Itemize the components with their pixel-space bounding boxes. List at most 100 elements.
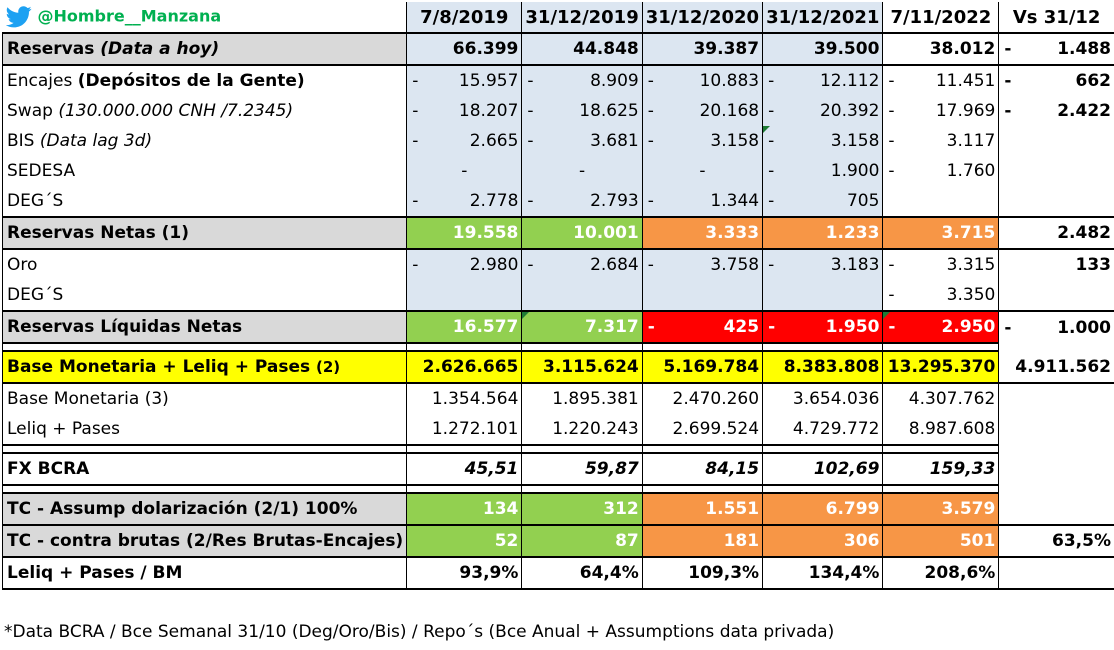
vs-cell [998,414,1114,445]
value-cell: 6.799 [762,493,884,525]
header-row: @Hombre__Manzana 7/8/2019 31/12/2019 31/… [2,2,1114,34]
value: 18.207 [458,101,519,121]
value-cell: 93,9% [406,556,523,590]
row-base-monetaria: Base Monetaria (3) 1.354.564 1.895.381 2… [1,382,1114,414]
dash: - [412,255,419,275]
value-cell: - 3.350 [882,280,1000,311]
value: 3.158 [830,131,880,151]
value: - [461,161,468,181]
dash: - [527,131,534,151]
row-oro: Oro -2.980 -2.684 -3.758 -3.183 -3.315 1… [1,248,1114,280]
value-cell: - 15.957 [406,64,523,96]
dash: - [412,101,419,121]
vs-cell [998,382,1114,414]
value-cell: - 3.758 [641,248,764,280]
row-label: Base Monetaria + Leliq + Pases (2) [1,351,408,383]
dash: - [412,191,419,211]
row-label-note: (130.000.000 CNH /7.2345) [58,101,294,121]
value-cell: - [521,156,643,186]
dash: - [647,317,655,337]
vs-dash: - [1004,71,1012,91]
value-cell: - 3.158 [641,126,764,156]
row-label: Leliq + Pases [1,414,408,445]
dash: - [647,71,654,91]
value-cell: 87 [521,524,643,557]
vs-value: 63,5% [998,524,1114,557]
row-leliq-bm: Leliq + Pases / BM 93,9% 64,4% 109,3% 13… [1,556,1114,590]
row-label: Reservas (Data a hoy) [1,33,408,65]
vs-cell [998,156,1114,186]
value-cell: 10.001 [521,216,643,249]
value-cell: - 11.451 [882,64,1000,96]
value-cell: 3.654.036 [762,382,884,414]
dash: - [888,255,895,275]
dash: - [527,191,534,211]
header-date-2: 31/12/2019 [521,2,643,34]
value-cell: - 2.950 [882,310,1000,343]
vs-cell [998,453,1114,485]
row-label-main: Encajes [7,71,78,91]
value-cell: 64,4% [521,556,643,590]
value-cell: 44.848 [521,33,643,65]
value-cell: 3.333 [641,216,764,249]
row-fx-bcra: FX BCRA 45,51 59,87 84,15 102,69 159,33 [1,453,1114,485]
value: 1.760 [946,161,996,181]
vs-value: 2.482 [998,216,1114,249]
vs-value: 1.000 [1057,317,1111,338]
row-label-note: (2) [316,358,341,376]
value-cell: - 1.760 [882,156,1000,186]
dash: - [888,161,895,181]
value-cell: 1.551 [641,493,764,525]
row-label: Base Monetaria (3) [1,382,408,414]
value-cell: 3.115.624 [521,351,643,383]
row-label: Oro [1,248,408,280]
value-cell: 3.715 [882,216,1000,249]
vs-dash: - [1004,317,1012,338]
value-cell: - 2.684 [521,248,643,280]
value-cell: 4.307.762 [882,382,1000,414]
value-cell: 134 [406,493,523,525]
vs-dash: - [1004,39,1012,59]
row-label: Reservas Netas (1) [1,216,408,249]
value-cell: 3.579 [882,493,1000,525]
vs-value: 4.911.562 [998,351,1114,383]
value-cell: - 18.207 [406,96,523,126]
dash: - [888,317,896,337]
value: 2.980 [469,255,519,275]
vs-value: 133 [998,248,1114,280]
row-tc-brutas: TC - contra brutas (2/Res Brutas-Encajes… [1,524,1114,557]
dash: - [527,101,534,121]
value-cell: 102,69 [762,453,884,485]
value: 2.950 [941,317,996,337]
row-encajes: Encajes (Depósitos de la Gente) -15.957 … [1,64,1114,96]
value: 10.883 [699,71,760,91]
value: 1.950 [825,317,880,337]
value-cell: 5.169.784 [641,351,764,383]
vs-value: 2.422 [1057,101,1111,121]
value-cell: - 1.900 [762,156,884,186]
row-degs-1: DEG´S -2.778 -2.793 -1.344 -705 [1,186,1114,217]
value-cell: - [406,156,523,186]
value-cell: 1.272.101 [406,414,523,445]
value-cell: 8.383.808 [762,351,884,383]
value: 2.684 [590,255,639,275]
value-cell: 16.577 [406,310,523,343]
vs-cell [998,186,1114,217]
value-cell: 13.295.370 [882,351,1000,383]
value-cell: - 8.909 [521,64,643,96]
twitter-bird-icon [5,6,32,28]
value-cell: - [641,156,764,186]
brand-cell: @Hombre__Manzana [2,2,408,34]
dash: - [768,71,775,91]
dash: - [412,71,419,91]
vs-cell: - 662 [998,64,1114,96]
row-degs-2: DEG´S - 3.350 [1,280,1114,311]
dash: - [768,255,775,275]
vs-value: 1.488 [1057,39,1111,59]
value-cell: 134,4% [762,556,884,590]
value: 2.793 [590,191,639,211]
dash: - [412,131,419,151]
row-label: Reservas Líquidas Netas [1,310,408,343]
row-label: Encajes (Depósitos de la Gente) [1,64,408,96]
brand-handle: @Hombre__Manzana [37,6,222,26]
